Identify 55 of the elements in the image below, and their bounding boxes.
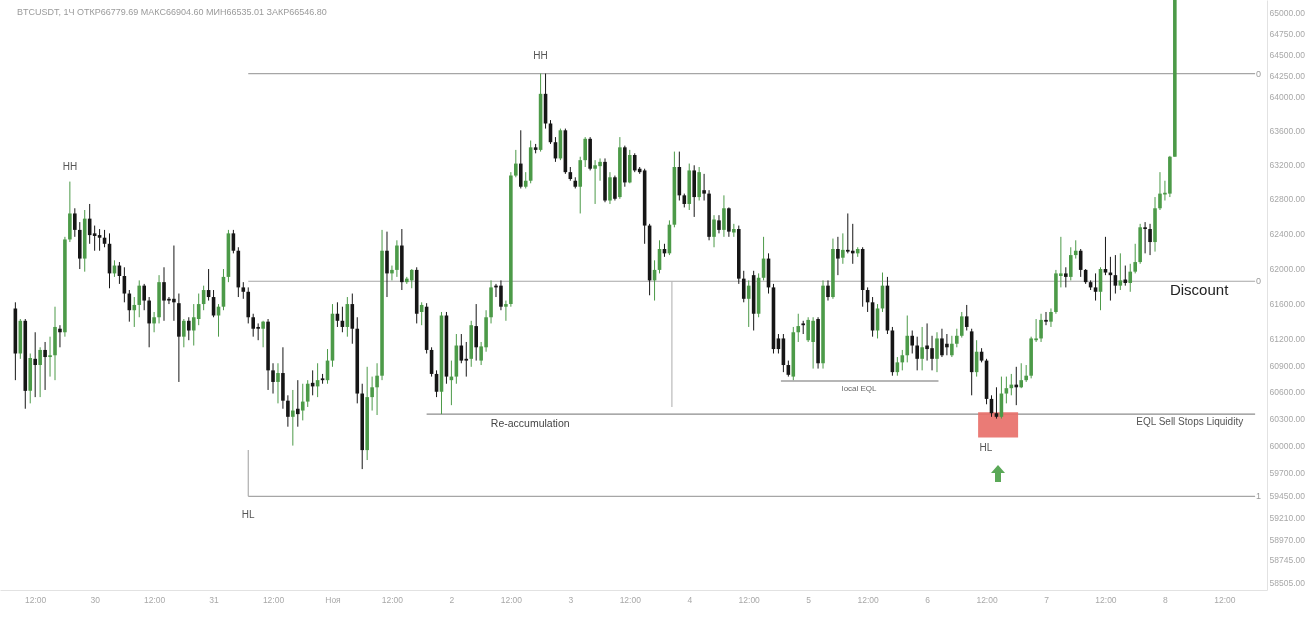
x-tick-label: 12:00 (25, 594, 47, 605)
y-tick-label: 64000.00 (1269, 91, 1306, 102)
y-tick-label: 59700.00 (1269, 468, 1306, 479)
y-tick-label: 60300.00 (1269, 414, 1306, 425)
x-tick-label: 2 (449, 594, 455, 605)
y-tick-label: 58970.00 (1269, 534, 1306, 545)
y-tick-label: 58505.00 (1269, 577, 1306, 588)
y-tick-label: 64250.00 (1269, 70, 1306, 81)
y-tick-label: 64500.00 (1269, 49, 1306, 60)
x-tick-label: 31 (209, 594, 220, 605)
x-tick-label: 8 (1163, 594, 1169, 605)
annotation: 0 (1256, 68, 1262, 79)
y-tick-label: 61600.00 (1269, 298, 1306, 309)
x-tick-label: Ноя (325, 594, 342, 605)
annotation: Discount (1169, 281, 1230, 299)
y-tick-label: 61200.00 (1269, 333, 1306, 344)
annotation: HL (241, 509, 256, 521)
y-tick-label: 60900.00 (1269, 360, 1306, 371)
x-tick-label: 12:00 (500, 594, 523, 605)
y-tick-label: 63600.00 (1269, 125, 1306, 136)
x-tick-label: 6 (925, 594, 931, 605)
x-tick-label: 12:00 (262, 594, 285, 605)
y-tick-label: 59450.00 (1269, 490, 1306, 501)
y-tick-label: 63200.00 (1269, 159, 1306, 170)
y-tick-label: 59210.00 (1269, 512, 1306, 523)
y-tick-label: 62000.00 (1269, 263, 1306, 274)
x-tick-label: 5 (806, 594, 812, 605)
annotation: 1 (1256, 491, 1262, 502)
annotation: Re-accumulation (490, 417, 570, 430)
y-tick-label: 62400.00 (1269, 228, 1306, 239)
y-tick-label: 65000.00 (1269, 7, 1306, 18)
x-tick-label: 12:00 (1214, 594, 1236, 605)
y-tick-label: 64750.00 (1269, 28, 1306, 39)
y-tick-label: 60600.00 (1269, 387, 1306, 398)
y-tick-label: 58745.00 (1269, 555, 1306, 566)
x-tick-label: 12:00 (738, 594, 761, 605)
x-tick-label: 12:00 (857, 594, 880, 605)
x-tick-label: 4 (687, 594, 693, 605)
x-tick-label: 12:00 (619, 594, 642, 605)
annotation: HH (533, 49, 548, 61)
annotation: HH (62, 161, 78, 172)
annotation: HL (979, 442, 993, 453)
text: BTCUSDT, 1Ч ОТКР66779.69 МАКС66904.60 МИН66535.01 ЗАКР66546.80 (17, 6, 327, 17)
annotation: 0 (1256, 276, 1262, 287)
x-tick-label: 3 (568, 594, 574, 605)
x-tick-label: 12:00 (381, 594, 404, 605)
annotation: local EQL (841, 384, 878, 394)
y-tick-label: 62800.00 (1269, 194, 1306, 205)
y-tick-label: 60000.00 (1269, 441, 1306, 452)
x-tick-label: 30 (90, 594, 101, 605)
x-tick-label: 12:00 (1095, 594, 1117, 605)
annotation: EQL Sell Stops Liquidity (1136, 416, 1244, 428)
x-tick-label: 7 (1044, 594, 1050, 605)
x-tick-label: 12:00 (143, 594, 166, 605)
x-tick-label: 12:00 (976, 594, 998, 605)
